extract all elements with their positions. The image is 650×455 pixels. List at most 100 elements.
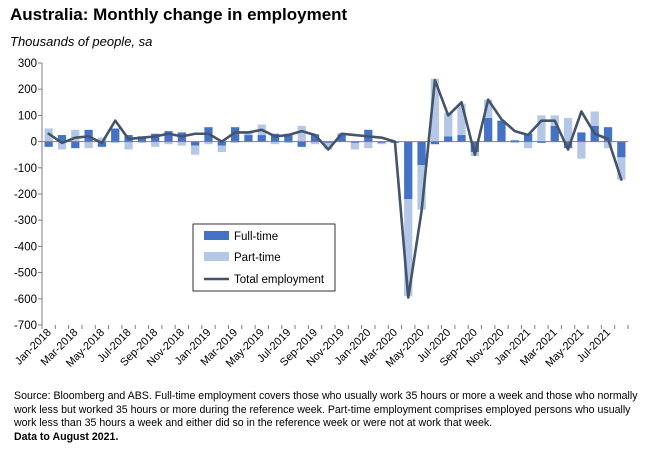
bar-part-time-aug-2018	[137, 141, 147, 143]
bar-part-time-oct-2019	[324, 142, 333, 150]
bar-full-time-may-2021	[577, 132, 586, 142]
bar-full-time-apr-2019	[244, 135, 253, 142]
bar-full-time-dec-2018	[191, 141, 200, 146]
legend: Full-time Part-time Total employment	[192, 223, 336, 292]
bar-part-time-jan-2019	[204, 141, 213, 145]
y-tick-label: -100	[14, 163, 37, 175]
y-tick-label: 200	[18, 84, 37, 96]
bar-part-time-jul-2020	[444, 112, 453, 137]
bar-full-time-nov-2020	[497, 120, 506, 142]
bar-part-time-aug-2019	[297, 125, 306, 142]
bar-part-time-feb-2018	[57, 141, 67, 150]
legend-label-full-time: Full-time	[234, 231, 278, 243]
bar-full-time-oct-2018	[164, 131, 173, 142]
bar-part-time-feb-2021	[537, 115, 546, 142]
bar-full-time-jan-2018	[44, 141, 53, 147]
y-tick-label: 0	[31, 137, 37, 149]
bar-full-time-mar-2019	[230, 127, 240, 142]
bar-full-time-mar-2021	[550, 125, 559, 142]
x-axis-labels: Jan-2018Mar-2018May-2018Jul-2018Sep-2018…	[13, 327, 613, 370]
legend-label-part-time: Part-time	[234, 252, 281, 264]
bar-full-time-mar-2018	[71, 141, 80, 149]
bar-part-time-oct-2020	[484, 99, 493, 119]
bar-part-time-may-2020	[417, 165, 426, 210]
bar-full-time-aug-2019	[297, 141, 306, 147]
bar-full-time-sep-2019	[310, 134, 320, 142]
footnote-data-note: Data to August 2021.	[14, 430, 119, 443]
bar-part-time-sep-2019	[310, 141, 320, 145]
bar-full-time-jan-2021	[523, 133, 533, 142]
bar-part-time-apr-2021	[563, 118, 573, 142]
bar-full-time-sep-2020	[470, 141, 479, 153]
bar-part-time-jan-2021	[523, 141, 533, 149]
y-tick-label: -400	[14, 241, 37, 253]
bar-part-time-jun-2019	[270, 141, 280, 145]
bar-full-time-jul-2021	[603, 127, 613, 142]
bar-full-time-oct-2019	[324, 141, 333, 143]
legend-label-total: Total employment	[234, 274, 325, 286]
bar-full-time-apr-2021	[563, 141, 573, 149]
bar-full-time-dec-2019	[350, 141, 360, 143]
bar-part-time-mar-2019	[230, 141, 240, 143]
y-tick-label: 100	[18, 110, 37, 122]
bar-part-time-jun-2021	[590, 111, 599, 126]
bar-part-time-apr-2019	[244, 132, 253, 136]
bar-part-time-jul-2019	[284, 141, 293, 143]
y-tick-label: -500	[14, 268, 37, 280]
bar-part-time-nov-2018	[177, 141, 186, 146]
bar-part-time-dec-2020	[510, 141, 519, 143]
bar-part-time-apr-2020	[404, 199, 413, 297]
bar-part-time-may-2018	[97, 137, 107, 142]
bar-full-time-jul-2020	[444, 136, 453, 142]
bar-part-time-may-2021	[577, 141, 586, 159]
bar-full-time-feb-2018	[57, 135, 67, 142]
bar-full-time-jun-2019	[270, 133, 280, 142]
bar-part-time-apr-2018	[84, 141, 93, 149]
bar-part-time-dec-2019	[350, 142, 360, 150]
bar-full-time-feb-2019	[217, 141, 226, 146]
legend-swatch-part-time	[204, 252, 229, 261]
footnote: Source: Bloomberg and ABS. Full-time emp…	[14, 390, 640, 444]
bar-part-time-feb-2019	[217, 145, 226, 153]
bar-full-time-feb-2021	[537, 141, 546, 143]
bar-full-time-aug-2021	[617, 141, 626, 158]
bar-full-time-sep-2018	[151, 133, 160, 142]
bar-full-time-jun-2020	[430, 141, 440, 145]
y-tick-label: -700	[14, 320, 37, 332]
bar-part-time-jul-2018	[124, 141, 133, 150]
y-tick-label: -200	[14, 189, 37, 201]
bar-full-time-nov-2019	[337, 134, 346, 142]
bar-full-time-apr-2020	[404, 141, 413, 200]
bar-full-time-jun-2018	[111, 128, 120, 142]
bar-full-time-jul-2019	[284, 133, 293, 142]
bar-part-time-feb-2020	[377, 142, 386, 145]
legend-swatch-full-time	[204, 231, 229, 240]
bar-full-time-may-2018	[97, 141, 107, 147]
bar-full-time-feb-2020	[377, 141, 386, 143]
chart-title: Australia: Monthly change in employment	[10, 5, 348, 24]
bar-full-time-oct-2020	[484, 118, 493, 142]
bar-full-time-aug-2020	[457, 135, 466, 142]
bar-part-time-aug-2020	[457, 103, 466, 136]
footnote-source: Source: Bloomberg and ABS. Full-time emp…	[14, 390, 638, 429]
y-tick-label: -600	[14, 294, 37, 306]
bar-part-time-sep-2018	[151, 141, 160, 147]
bar-full-time-aug-2018	[137, 136, 147, 142]
bar-part-time-jul-2021	[603, 141, 613, 149]
bar-part-time-jan-2020	[364, 141, 373, 149]
y-tick-label: -300	[14, 215, 37, 227]
bar-full-time-dec-2020	[510, 140, 519, 142]
bar-full-time-may-2019	[257, 135, 266, 142]
y-axis-labels: 300 200 100 0 -100 -200 -300 -400 -500 -600 -700	[14, 58, 37, 332]
bar-part-time-jun-2020	[430, 78, 440, 142]
bar-part-time-aug-2021	[617, 157, 626, 180]
bar-part-time-dec-2018	[191, 145, 200, 155]
y-tick-label: 300	[18, 58, 37, 70]
line-layer	[47, 78, 623, 299]
bar-part-time-jun-2018	[111, 141, 120, 143]
chart-subtitle: Thousands of people, sa	[10, 34, 153, 49]
bar-part-time-mar-2018	[71, 129, 80, 142]
bar-part-time-oct-2018	[164, 141, 173, 145]
bar-full-time-may-2020	[417, 141, 426, 166]
